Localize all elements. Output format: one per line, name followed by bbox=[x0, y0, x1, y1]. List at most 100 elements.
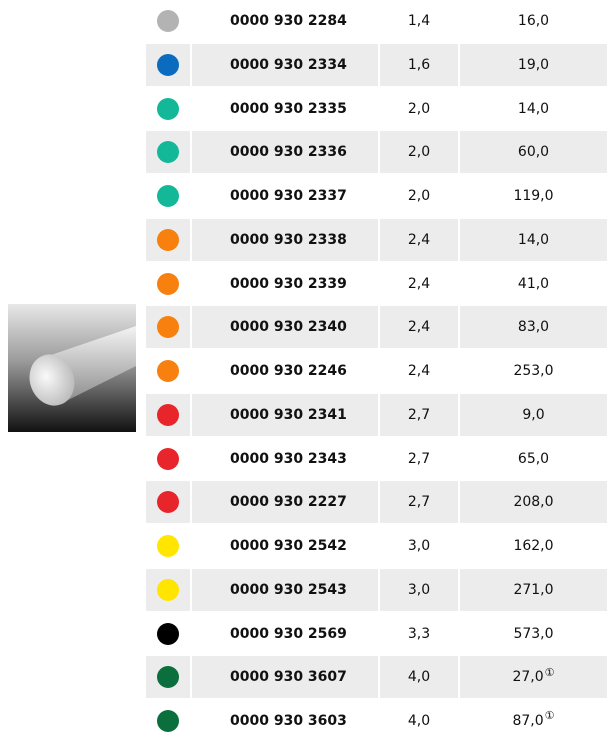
diameter-cell: 2,0 bbox=[380, 131, 458, 173]
color-swatch bbox=[157, 10, 179, 32]
part-number: 0000 930 2543 bbox=[230, 569, 347, 611]
part-number: 0000 930 2336 bbox=[230, 131, 347, 173]
part-number: 0000 930 3607 bbox=[230, 656, 347, 698]
length: 162,0 bbox=[513, 538, 553, 554]
part-number: 0000 930 2340 bbox=[230, 306, 347, 348]
length-cell: 271,0 bbox=[460, 569, 607, 611]
diameter: 2,4 bbox=[408, 319, 430, 335]
length-cell: 162,0 bbox=[460, 525, 607, 567]
length: 14,0 bbox=[518, 101, 549, 117]
diameter: 2,4 bbox=[408, 232, 430, 248]
part-cell: 0000 930 2334 bbox=[192, 44, 378, 86]
length-cell: 60,0 bbox=[460, 131, 607, 173]
length-cell: 573,0 bbox=[460, 613, 607, 655]
diameter: 2,0 bbox=[408, 144, 430, 160]
length: 271,0 bbox=[513, 582, 553, 598]
table-row: 0000 930 2543 3,0 271,0 bbox=[146, 569, 607, 611]
color-cell bbox=[146, 656, 190, 698]
color-cell bbox=[146, 88, 190, 130]
length-cell: 253,0 bbox=[460, 350, 607, 392]
part-cell: 0000 930 2343 bbox=[192, 438, 378, 480]
length-cell: 27,0① bbox=[460, 656, 607, 698]
part-number: 0000 930 2335 bbox=[230, 88, 347, 130]
color-swatch bbox=[157, 491, 179, 513]
part-cell: 0000 930 2569 bbox=[192, 613, 378, 655]
part-cell: 0000 930 2338 bbox=[192, 219, 378, 261]
part-number: 0000 930 2343 bbox=[230, 438, 347, 480]
color-swatch bbox=[157, 404, 179, 426]
diameter-cell: 2,4 bbox=[380, 350, 458, 392]
length: 87,0 bbox=[512, 713, 543, 729]
length: 9,0 bbox=[522, 407, 544, 423]
diameter-cell: 2,4 bbox=[380, 263, 458, 305]
table-row: 0000 930 2341 2,7 9,0 bbox=[146, 394, 607, 436]
length: 19,0 bbox=[518, 57, 549, 73]
part-number: 0000 930 2569 bbox=[230, 613, 347, 655]
length-cell: 83,0 bbox=[460, 306, 607, 348]
length: 41,0 bbox=[518, 276, 549, 292]
part-number: 0000 930 2341 bbox=[230, 394, 347, 436]
part-cell: 0000 930 2227 bbox=[192, 481, 378, 523]
color-cell bbox=[146, 613, 190, 655]
diameter-cell: 2,7 bbox=[380, 481, 458, 523]
diameter: 2,0 bbox=[408, 101, 430, 117]
part-number: 0000 930 2334 bbox=[230, 44, 347, 86]
color-swatch bbox=[157, 185, 179, 207]
diameter: 1,4 bbox=[408, 13, 430, 29]
table-row: 0000 930 2569 3,3 573,0 bbox=[146, 613, 607, 655]
table-row: 0000 930 2340 2,4 83,0 bbox=[146, 306, 607, 348]
diameter-cell: 2,7 bbox=[380, 394, 458, 436]
color-cell bbox=[146, 438, 190, 480]
length-cell: 65,0 bbox=[460, 438, 607, 480]
diameter-cell: 3,0 bbox=[380, 525, 458, 567]
length-cell: 14,0 bbox=[460, 219, 607, 261]
color-cell bbox=[146, 263, 190, 305]
part-cell: 0000 930 2543 bbox=[192, 569, 378, 611]
length-cell: 119,0 bbox=[460, 175, 607, 217]
length-cell: 19,0 bbox=[460, 44, 607, 86]
table-row: 0000 930 2338 2,4 14,0 bbox=[146, 219, 607, 261]
color-cell bbox=[146, 394, 190, 436]
part-cell: 0000 930 2339 bbox=[192, 263, 378, 305]
color-swatch bbox=[157, 316, 179, 338]
color-swatch bbox=[157, 579, 179, 601]
length: 65,0 bbox=[518, 451, 549, 467]
length-cell: 41,0 bbox=[460, 263, 607, 305]
color-swatch bbox=[157, 710, 179, 732]
diameter-cell: 2,7 bbox=[380, 438, 458, 480]
color-swatch bbox=[157, 141, 179, 163]
part-cell: 0000 930 2542 bbox=[192, 525, 378, 567]
diameter-cell: 2,0 bbox=[380, 175, 458, 217]
length: 14,0 bbox=[518, 232, 549, 248]
part-cell: 0000 930 2336 bbox=[192, 131, 378, 173]
table-row: 0000 930 2334 1,6 19,0 bbox=[146, 44, 607, 86]
color-swatch bbox=[157, 535, 179, 557]
color-swatch bbox=[157, 623, 179, 645]
diameter-cell: 4,0 bbox=[380, 656, 458, 698]
table-row: 0000 930 2335 2,0 14,0 bbox=[146, 88, 607, 130]
length: 573,0 bbox=[513, 626, 553, 642]
color-cell bbox=[146, 0, 190, 42]
color-cell bbox=[146, 131, 190, 173]
length: 60,0 bbox=[518, 144, 549, 160]
color-cell bbox=[146, 175, 190, 217]
diameter-cell: 3,0 bbox=[380, 569, 458, 611]
part-cell: 0000 930 2340 bbox=[192, 306, 378, 348]
part-number: 0000 930 2246 bbox=[230, 350, 347, 392]
diameter: 3,3 bbox=[408, 626, 430, 642]
diameter: 1,6 bbox=[408, 57, 430, 73]
diameter-cell: 3,3 bbox=[380, 613, 458, 655]
diameter-cell: 2,0 bbox=[380, 88, 458, 130]
color-swatch bbox=[157, 273, 179, 295]
diameter-cell: 1,4 bbox=[380, 0, 458, 42]
part-cell: 0000 930 2341 bbox=[192, 394, 378, 436]
table-row: 0000 930 2343 2,7 65,0 bbox=[146, 438, 607, 480]
length: 27,0 bbox=[512, 669, 543, 685]
diameter: 2,4 bbox=[408, 363, 430, 379]
part-cell: 0000 930 2284 bbox=[192, 0, 378, 42]
part-cell: 0000 930 3603 bbox=[192, 700, 378, 742]
